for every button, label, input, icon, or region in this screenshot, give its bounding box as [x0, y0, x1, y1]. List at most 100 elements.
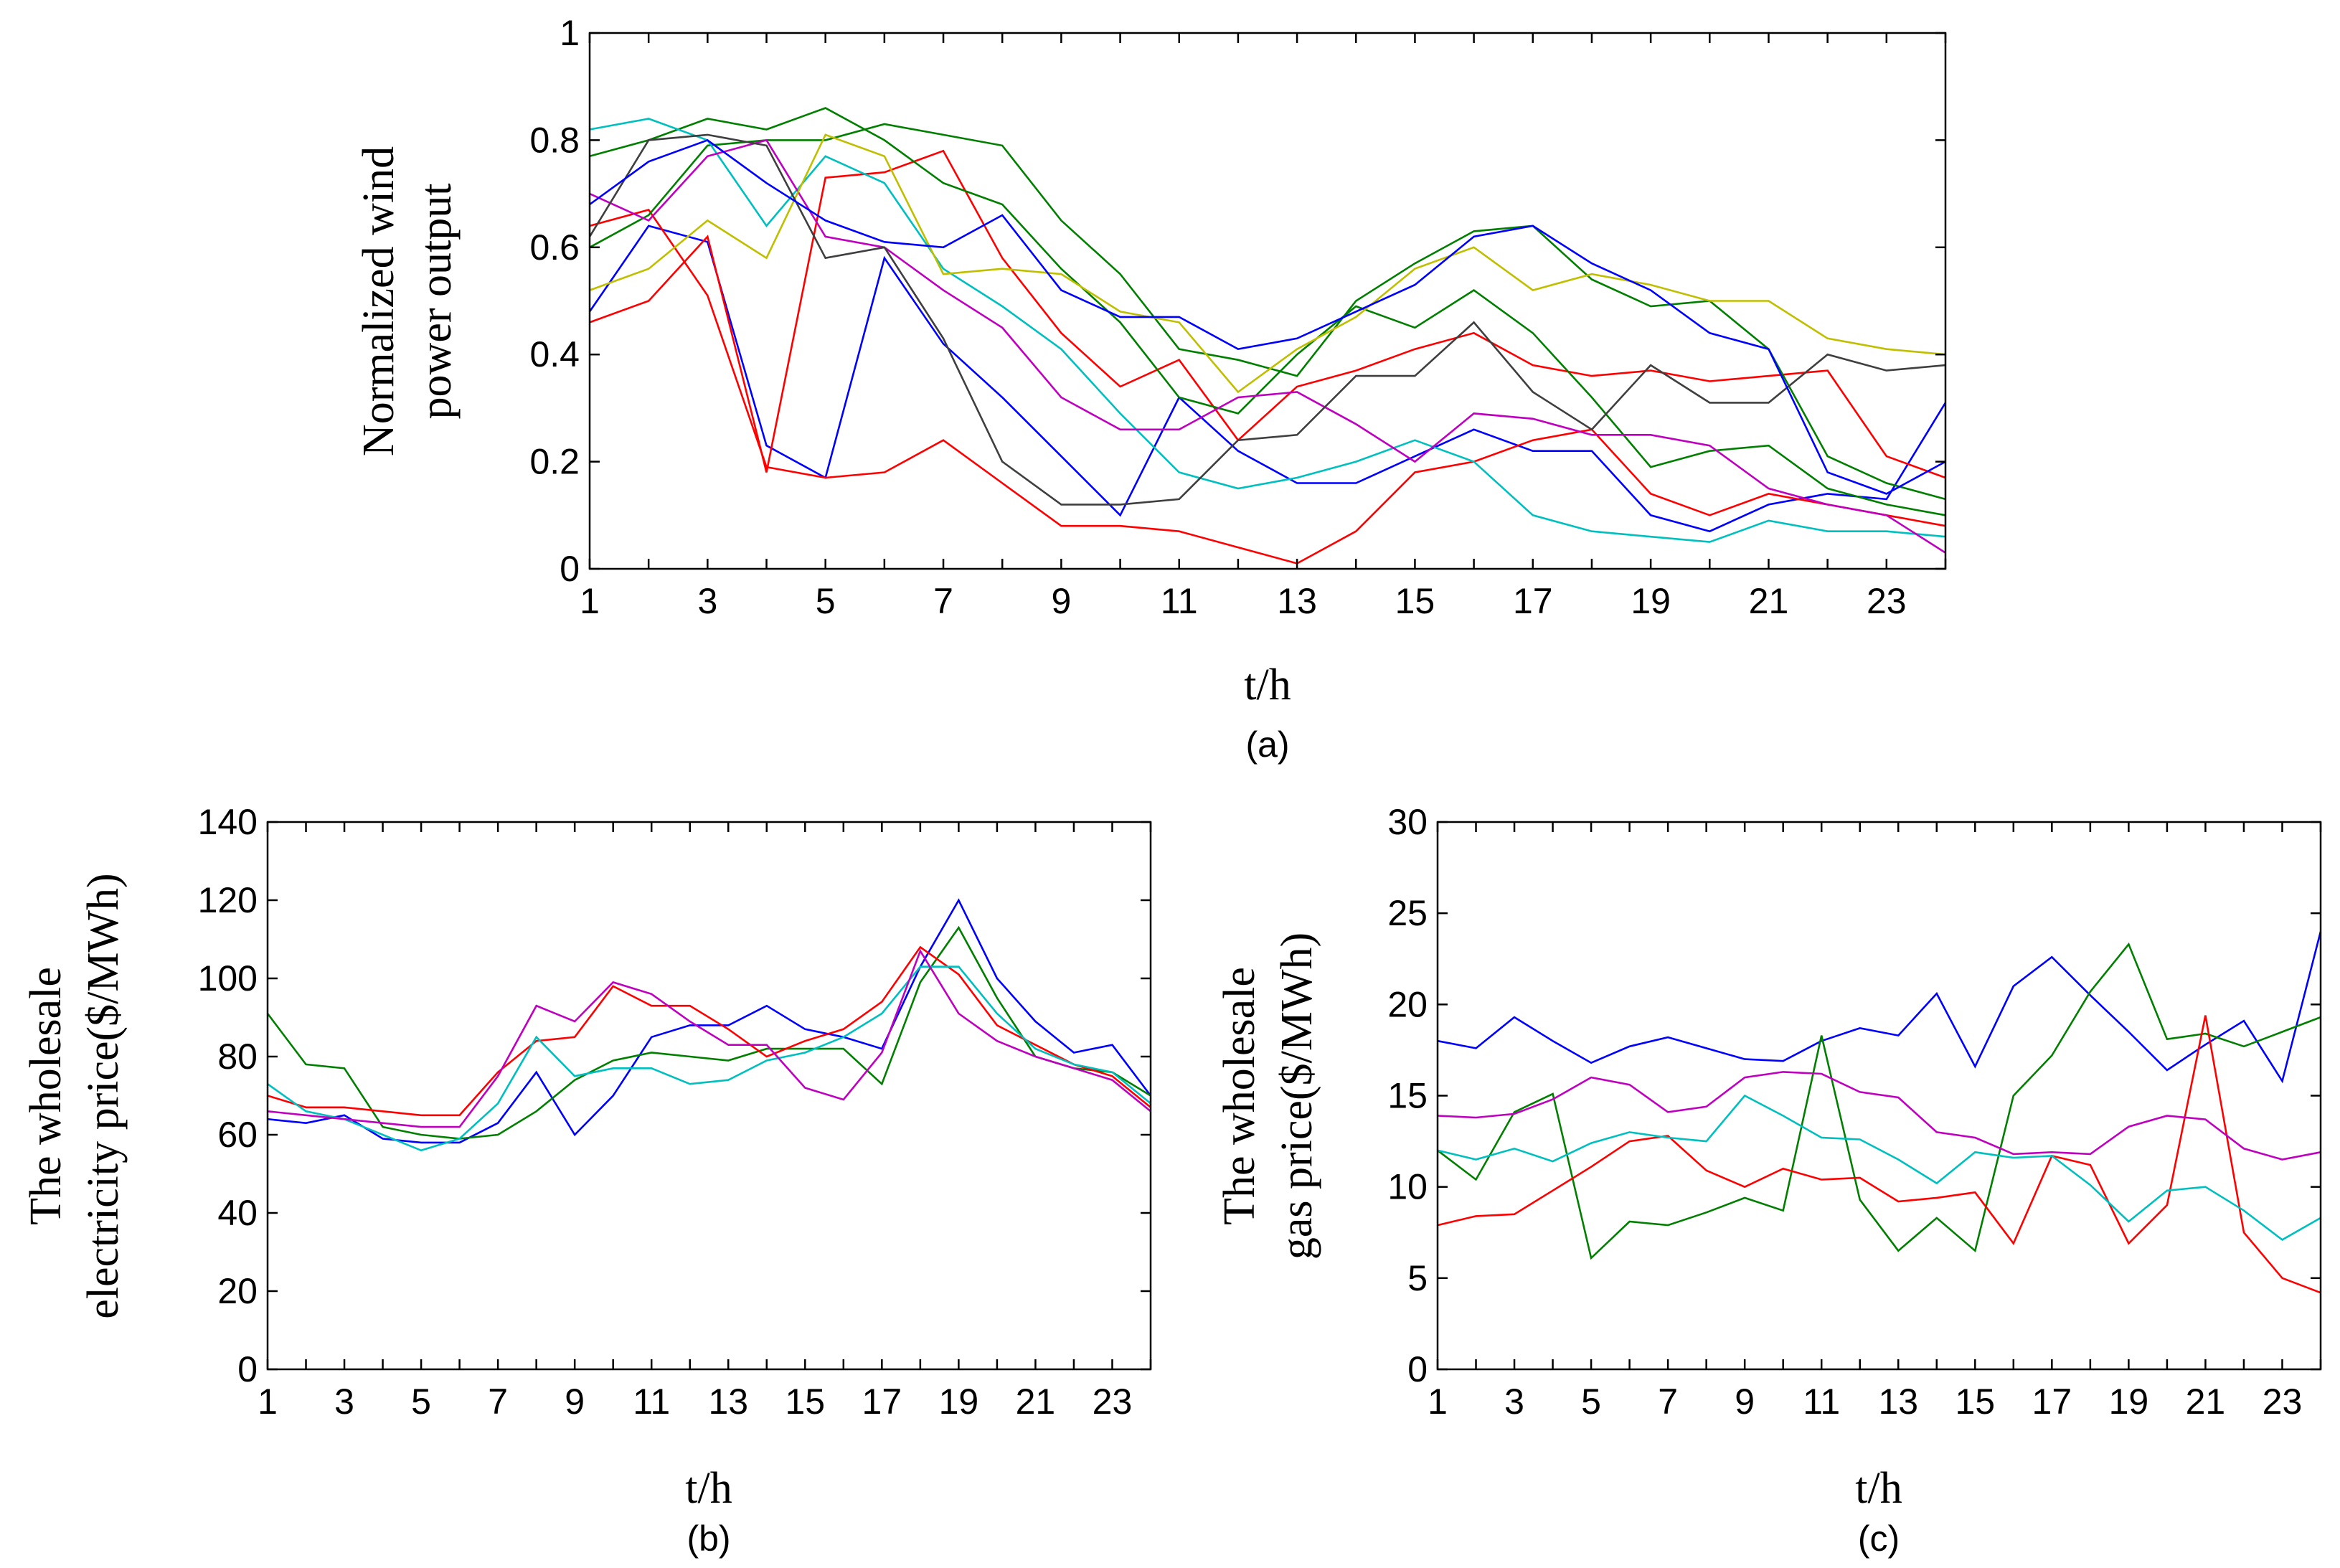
x-tick-label-b-13: 13 — [708, 1382, 748, 1422]
x-tick-label-a-7: 7 — [933, 581, 953, 621]
tick-marks-a — [588, 32, 1947, 570]
y-axis-title-a-line2: power output — [412, 184, 461, 420]
x-tick-label-c-23: 23 — [2263, 1382, 2303, 1422]
y-tick-label-c-3: 15 — [1387, 1076, 1428, 1116]
y-tick-label-c-1: 5 — [1407, 1258, 1428, 1298]
y-tick-label-b-7: 140 — [198, 802, 258, 842]
series-line-c-1 — [1437, 931, 2322, 1084]
x-tick-label-b-1: 1 — [258, 1382, 278, 1422]
series-line-a-4 — [589, 107, 1946, 516]
x-tick-label-a-21: 21 — [1749, 581, 1789, 621]
x-tick-label-b-7: 7 — [488, 1382, 508, 1422]
x-tick-label-b-19: 19 — [939, 1382, 979, 1422]
series-line-b-2 — [266, 925, 1151, 1140]
x-tick-label-c-15: 15 — [1955, 1382, 1995, 1422]
x-tick-label-c-21: 21 — [2186, 1382, 2226, 1422]
series-line-a-7 — [589, 138, 1946, 554]
x-tick-label-b-9: 9 — [565, 1382, 585, 1422]
y-tick-label-a-3: 0.6 — [529, 227, 580, 268]
y-tick-label-b-4: 80 — [217, 1036, 258, 1077]
x-tick-label-c-13: 13 — [1878, 1382, 1918, 1422]
series-line-b-3 — [267, 945, 1151, 1117]
y-axis-title-c-line2: gas price($/MWh) — [1273, 932, 1321, 1260]
tick-marks-b — [266, 821, 1152, 1371]
plot-frame-b — [266, 821, 1152, 1371]
y-tick-label-a-5: 1 — [560, 13, 580, 53]
series-line-b-5 — [267, 948, 1151, 1128]
x-tick-label-a-19: 19 — [1631, 581, 1671, 621]
series-line-c-4 — [1437, 1094, 2321, 1241]
x-tick-label-c-19: 19 — [2109, 1382, 2149, 1422]
series-line-a-3 — [589, 209, 1946, 565]
series-line-a-9 — [588, 133, 1946, 506]
x-tick-label-b-17: 17 — [862, 1382, 902, 1422]
x-axis-title-a: t/h — [1244, 661, 1291, 709]
y-tick-label-a-1: 0.2 — [529, 442, 580, 482]
y-tick-label-b-5: 100 — [198, 958, 258, 998]
x-tick-label-b-21: 21 — [1016, 1382, 1056, 1422]
y-axis-title-b-line1: The wholesale — [22, 967, 70, 1225]
x-tick-label-c-17: 17 — [2032, 1382, 2072, 1422]
y-axis-title-b-line2: electricity price($/MWh) — [79, 873, 128, 1318]
series-line-c-2 — [1437, 942, 2321, 1260]
x-tick-label-b-3: 3 — [334, 1382, 354, 1422]
series-line-a-2 — [589, 149, 1946, 479]
y-axis-title-c-line1: The wholesale — [1215, 967, 1264, 1225]
x-tick-label-a-1: 1 — [580, 581, 600, 621]
panel-label-c: (c) — [1858, 1519, 1900, 1559]
y-axis-title-a-line1: Normalized wind — [354, 146, 403, 456]
x-tick-label-a-15: 15 — [1395, 581, 1435, 621]
series-line-c-3 — [1437, 1015, 2321, 1294]
x-tick-label-a-23: 23 — [1867, 581, 1907, 621]
x-axis-title-b: t/h — [685, 1464, 732, 1513]
series-line-a-5 — [589, 123, 1946, 501]
y-tick-label-a-2: 0.4 — [529, 334, 580, 374]
y-tick-label-c-5: 25 — [1387, 893, 1428, 933]
x-tick-label-c-9: 9 — [1735, 1382, 1755, 1422]
y-tick-label-b-2: 40 — [217, 1193, 258, 1233]
series-line-b-4 — [267, 965, 1151, 1152]
y-tick-label-a-4: 0.8 — [529, 120, 580, 160]
series-line-b-1 — [267, 898, 1152, 1144]
x-tick-label-c-3: 3 — [1504, 1382, 1524, 1422]
plot-frame-a — [588, 32, 1947, 570]
x-tick-label-c-1: 1 — [1428, 1382, 1448, 1422]
y-tick-label-b-6: 120 — [198, 880, 258, 920]
x-tick-label-a-17: 17 — [1513, 581, 1553, 621]
panel-label-b: (b) — [687, 1519, 730, 1559]
y-tick-label-b-1: 20 — [217, 1271, 258, 1311]
x-tick-label-a-9: 9 — [1051, 581, 1071, 621]
x-tick-label-b-11: 11 — [633, 1382, 670, 1422]
x-tick-label-b-15: 15 — [785, 1382, 825, 1422]
x-axis-title-c: t/h — [1855, 1464, 1902, 1513]
y-tick-label-c-2: 10 — [1387, 1167, 1428, 1207]
x-tick-label-a-5: 5 — [816, 581, 836, 621]
y-tick-label-c-6: 30 — [1387, 802, 1428, 842]
series-group-a — [588, 107, 1947, 565]
series-line-a-6 — [589, 118, 1946, 543]
series-line-a-1 — [588, 225, 1947, 533]
y-tick-label-c-0: 0 — [1407, 1349, 1428, 1389]
x-tick-label-b-23: 23 — [1093, 1382, 1133, 1422]
x-tick-label-c-7: 7 — [1658, 1382, 1678, 1422]
y-tick-label-b-0: 0 — [237, 1349, 258, 1389]
x-tick-label-c-5: 5 — [1581, 1382, 1601, 1422]
y-tick-label-c-4: 20 — [1387, 984, 1428, 1024]
series-group-b — [266, 898, 1152, 1152]
panel-label-a: (a) — [1245, 724, 1289, 765]
tick-marks-c — [1436, 821, 2322, 1371]
series-group-c — [1437, 931, 2322, 1294]
x-tick-label-a-13: 13 — [1277, 581, 1317, 621]
series-line-a-8 — [589, 133, 1946, 394]
series-line-a-10 — [589, 138, 1946, 495]
series-line-c-5 — [1437, 1071, 2321, 1161]
y-tick-label-b-3: 60 — [217, 1115, 258, 1155]
y-tick-label-a-0: 0 — [560, 549, 580, 589]
